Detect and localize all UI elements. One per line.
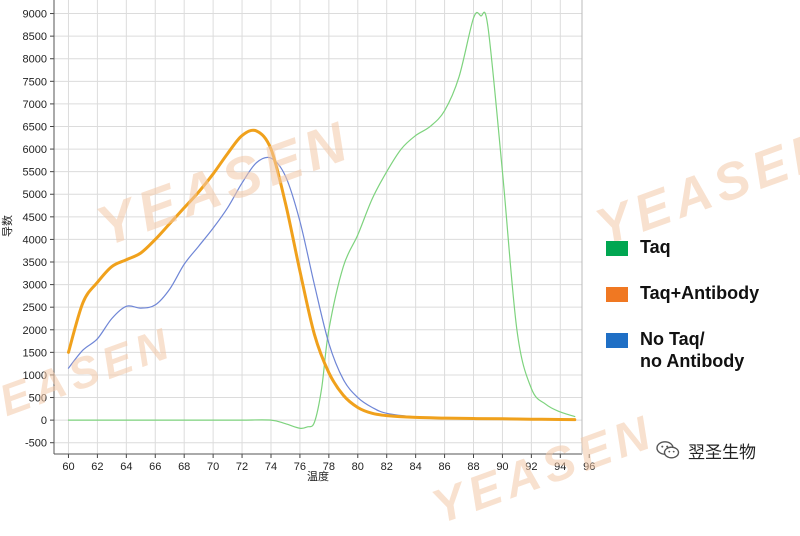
x-tick-label: 74 — [265, 461, 277, 473]
x-tick-label: 92 — [525, 461, 537, 473]
y-tick-label: 9000 — [23, 9, 47, 21]
x-axis-label: 温度 — [307, 469, 329, 483]
plot-area — [54, 0, 582, 454]
legend-label: Taq — [640, 237, 671, 257]
y-tick-label: 5500 — [23, 167, 47, 179]
series-lines — [66, 11, 577, 429]
x-tick-label: 78 — [323, 461, 335, 473]
legend-item-taq: Taq — [606, 236, 796, 260]
legend-swatch — [606, 333, 628, 348]
y-tick-label: 7000 — [23, 99, 47, 111]
y-tick-label: 3500 — [23, 257, 47, 269]
y-tick-label: 0 — [41, 415, 47, 427]
y-tick-label: 4000 — [23, 234, 47, 246]
y-tick-label: 5000 — [23, 189, 47, 201]
y-tick-label: 2000 — [23, 325, 47, 337]
x-tick-label: 72 — [236, 461, 248, 473]
brand-name: 翌圣生物 — [688, 442, 756, 462]
y-tick-label: 6000 — [23, 144, 47, 156]
y-tick-label: 500 — [29, 393, 47, 405]
wechat-icon — [656, 441, 680, 459]
x-tick-label: 76 — [294, 461, 306, 473]
x-tick-label: 80 — [352, 461, 364, 473]
x-tick-label: 68 — [178, 461, 190, 473]
legend-item-taq-antibody: Taq+Antibody — [606, 282, 796, 306]
x-tick-label: 88 — [467, 461, 479, 473]
y-tick-label: 4500 — [23, 212, 47, 224]
x-tick-label: 60 — [62, 461, 74, 473]
x-tick-labels: 60 62 64 66 68 70 72 74 76 78 80 82 84 86 88 90 92 94 96 — [62, 461, 595, 473]
y-tick-label: 8500 — [23, 31, 47, 43]
series-line-taq — [67, 11, 576, 429]
x-tick-label: 64 — [120, 461, 132, 473]
brand-badge: 翌圣生物 — [656, 436, 756, 464]
grid — [54, 0, 582, 454]
legend-swatch — [606, 287, 628, 302]
y-axis-label: 导数 — [1, 215, 14, 237]
legend: Taq Taq+Antibody No Taq/ no Antibody — [606, 236, 796, 394]
y-tick-label: 7500 — [23, 76, 47, 88]
legend-label-line: no Antibody — [640, 351, 745, 371]
legend-item-no-taq: No Taq/ no Antibody — [606, 328, 796, 372]
x-tick-label: 66 — [149, 461, 161, 473]
x-tick-label: 62 — [91, 461, 103, 473]
x-tick-label: 70 — [207, 461, 219, 473]
axes — [50, 0, 590, 458]
x-tick-label: 86 — [438, 461, 450, 473]
y-tick-labels: -500 0 500 1000 1500 2000 2500 3000 3500 4000 4500… — [23, 9, 47, 450]
x-tick-label: 94 — [554, 461, 566, 473]
melt-curve-chart: -500 0 500 1000 1500 2000 2500 3000 3500 4000 4500… — [1, 0, 595, 483]
x-tick-label: 84 — [410, 461, 422, 473]
legend-swatch — [606, 241, 628, 256]
y-tick-label: 2500 — [23, 302, 47, 314]
y-tick-label: 3000 — [23, 280, 47, 292]
legend-label-line: No Taq/ — [640, 329, 705, 349]
x-tick-label: 90 — [496, 461, 508, 473]
y-tick-label: 8000 — [23, 54, 47, 66]
legend-label: Taq+Antibody — [640, 283, 760, 303]
y-tick-label: 1500 — [23, 347, 47, 359]
y-tick-label: -500 — [25, 438, 47, 450]
y-tick-label: 6500 — [23, 121, 47, 133]
legend-label: No Taq/ no Antibody — [640, 328, 744, 372]
x-tick-label: 96 — [583, 461, 595, 473]
x-tick-label: 82 — [381, 461, 393, 473]
y-tick-label: 1000 — [23, 370, 47, 382]
series-line-taq-antibody — [66, 128, 577, 422]
